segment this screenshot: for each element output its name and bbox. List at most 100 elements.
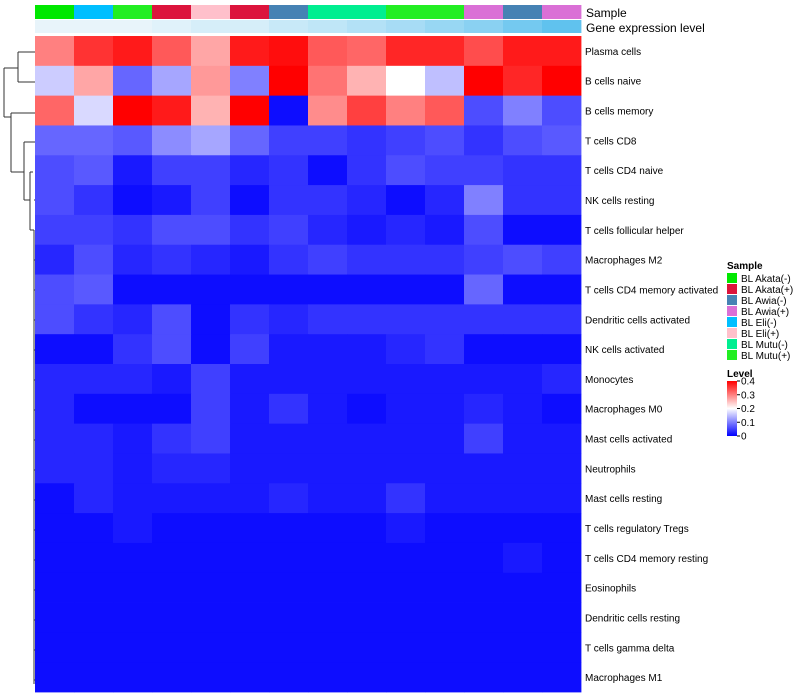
sample-annotation-cell [464,5,504,19]
level-legend-label: 0.3 [741,390,755,401]
expression-annotation-cell [152,20,192,33]
heatmap-cell [230,364,270,395]
heatmap-cell [308,572,348,603]
sample-annotation-cell [542,5,582,19]
expression-annotation-cell [425,20,465,33]
heatmap-cell [464,274,504,305]
heatmap-cell [152,274,192,305]
expression-annotation-cell [269,20,309,33]
heatmap-cell [542,572,582,603]
heatmap-cell [152,572,192,603]
heatmap-cell [464,125,504,156]
level-legend-label: 0.2 [741,404,755,415]
heatmap-cell [542,483,582,514]
heatmap-cell [35,632,75,663]
heatmap-cell [308,334,348,365]
heatmap-cell [386,304,426,335]
heatmap-cell [269,334,309,365]
expression-annotation-cell [542,20,582,33]
heatmap-cell [503,334,543,365]
expression-annotation-bar [35,20,582,33]
heatmap-cell [74,214,114,246]
expression-annotation-cell [113,20,153,33]
row-label: Monocytes [585,375,633,386]
heatmap-cell [35,304,75,335]
heatmap-cell [152,364,192,395]
heatmap-cell [386,453,426,484]
sample-legend-label: BL Eli(-) [741,318,777,329]
row-labels: Plasma cells B cells naive B cells memory T… [585,47,718,684]
heatmap-cell [35,214,75,246]
heatmap-cell [230,36,270,67]
heatmap-cell [464,185,504,216]
row-label: NK cells resting [585,196,654,207]
heatmap-cell [191,453,231,484]
heatmap-cell [191,483,231,514]
heatmap-cell [74,423,114,454]
heatmap-cell [35,423,75,454]
heatmap-cell [191,602,231,633]
heatmap-cell [191,36,231,67]
heatmap-cell [152,483,192,514]
sample-legend-label: BL Mutu(-) [741,340,788,351]
heatmap-cell [230,542,270,574]
heatmap-cell [503,453,543,484]
heatmap-cell [347,125,387,156]
heatmap-cell [191,155,231,186]
heatmap-cell [386,95,426,126]
heatmap-cell [386,423,426,454]
sample-legend-label: BL Awia(-) [741,296,787,307]
heatmap-cell [269,155,309,186]
heatmap-cell [386,602,426,633]
heatmap-cell [542,155,582,186]
heatmap-cell [74,244,114,275]
heatmap-cell [347,65,387,97]
heatmap-cell [542,244,582,275]
sample-legend-swatch [727,273,737,283]
row-label: T cells CD4 memory resting [585,554,708,565]
heatmap-cell [464,36,504,67]
heatmap-cell [191,304,231,335]
heatmap-cell [152,155,192,186]
heatmap-cell [308,393,348,425]
heatmap-cell [269,36,309,67]
heatmap-cell [386,155,426,186]
heatmap-cell [113,602,153,633]
expression-annotation-cell [230,20,270,33]
heatmap-cell [464,423,504,454]
row-label: T cells follicular helper [585,226,684,237]
sample-annotation-cell [386,5,426,19]
heatmap-cell [113,513,153,544]
heatmap-cell [269,95,309,126]
heatmap-cell [542,602,582,633]
row-label: T cells regulatory Tregs [585,524,689,535]
heatmap-cell [74,304,114,335]
heatmap-cell [191,423,231,454]
heatmap-cell [386,632,426,663]
row-label: Plasma cells [585,47,641,58]
heatmap-cell [542,453,582,484]
heatmap-cell [113,393,153,425]
sample-legend-swatch [727,306,737,316]
heatmap-cell [347,244,387,275]
heatmap-cell [503,662,543,693]
row-label: Macrophages M1 [585,673,663,684]
row-label: T cells gamma delta [585,643,675,654]
heatmap-cell [425,483,465,514]
heatmap-cell [152,602,192,633]
sample-legend-swatch [727,295,737,305]
heatmap-cell [386,393,426,425]
heatmap-cell [347,214,387,246]
heatmap-cell [230,453,270,484]
sample-legend: Sample BL Akata(-)BL Akata(+)BL Awia(-)B… [727,261,793,362]
heatmap-cell [230,214,270,246]
heatmap-cell [230,632,270,663]
heatmap-cell [269,513,309,544]
heatmap-cell [191,632,231,663]
level-legend-label: 0.1 [741,418,755,429]
heatmap-cell [503,244,543,275]
heatmap-cell [74,632,114,663]
heatmap-cell [425,36,465,67]
heatmap-cell [542,36,582,67]
row-label: Dendritic cells resting [585,613,680,624]
